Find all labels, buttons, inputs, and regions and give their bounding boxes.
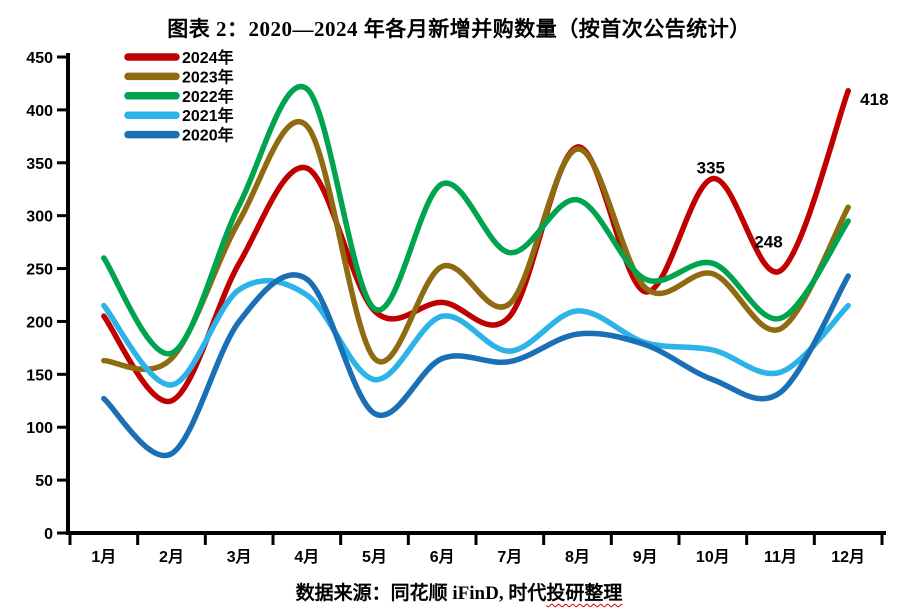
x-tick-label: 5月	[362, 548, 387, 566]
y-tick-label: 150	[26, 367, 53, 384]
legend-item-2022年: 2022年	[182, 87, 234, 106]
data-label: 335	[697, 159, 725, 178]
x-tick-label: 8月	[565, 548, 590, 566]
y-tick-label: 350	[26, 156, 53, 173]
x-tick-label: 11月	[764, 548, 797, 566]
series-line-2021年	[101, 278, 851, 388]
series-line-2023年	[101, 119, 851, 372]
y-tick-label: 250	[26, 262, 53, 279]
series-line-2020年	[101, 272, 851, 459]
y-tick-label: 100	[26, 420, 53, 437]
y-tick-label: 400	[26, 103, 53, 120]
legend-item-2024年: 2024年	[182, 48, 234, 67]
x-tick-label: 10月	[696, 548, 730, 566]
x-tick-label: 4月	[294, 548, 319, 566]
series-line-2024年	[101, 88, 851, 404]
x-tick-label: 7月	[497, 548, 522, 566]
x-tick-label: 1月	[91, 548, 116, 566]
y-tick-label: 450	[26, 50, 53, 67]
y-tick-label: 300	[26, 209, 53, 226]
y-tick-label: 50	[35, 473, 53, 490]
x-tick-label: 6月	[430, 548, 455, 566]
series-line-2022年	[101, 83, 851, 357]
legend-item-2021年: 2021年	[182, 106, 234, 125]
data-label: 418	[860, 90, 888, 109]
data-label: 248	[754, 233, 782, 252]
source-text: 数据来源：同花顺 iFinD, 时代	[295, 583, 547, 604]
y-tick-label: 0	[44, 526, 53, 543]
legend-item-2020年: 2020年	[182, 126, 234, 145]
y-tick-label: 200	[26, 314, 53, 331]
x-tick-label: 12月	[831, 548, 865, 566]
x-tick-label: 9月	[633, 548, 658, 566]
x-tick-label: 3月	[227, 548, 252, 566]
chart-title: 图表 2：2020—2024 年各月新增并购数量（按首次公告统计）	[167, 17, 751, 41]
source-text-underlined: 投研整理	[546, 583, 623, 604]
source-note: 数据来源：同花顺 iFinD, 时代投研整理	[0, 578, 918, 605]
x-tick-label: 2月	[159, 548, 184, 566]
legend-item-2023年: 2023年	[182, 67, 234, 86]
